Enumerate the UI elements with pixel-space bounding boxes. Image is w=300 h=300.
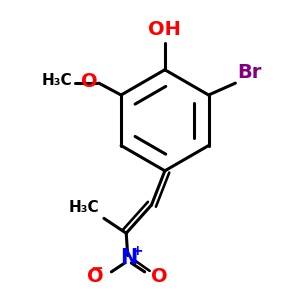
Text: OH: OH [148, 20, 181, 39]
Text: H₃C: H₃C [41, 73, 72, 88]
Text: O: O [152, 267, 168, 286]
Text: +: + [131, 244, 143, 258]
Text: O: O [87, 267, 104, 286]
Text: N: N [121, 248, 138, 268]
Text: Br: Br [237, 63, 261, 82]
Text: O: O [81, 72, 97, 91]
Text: H₃C: H₃C [69, 200, 100, 215]
Text: −: − [91, 261, 103, 276]
